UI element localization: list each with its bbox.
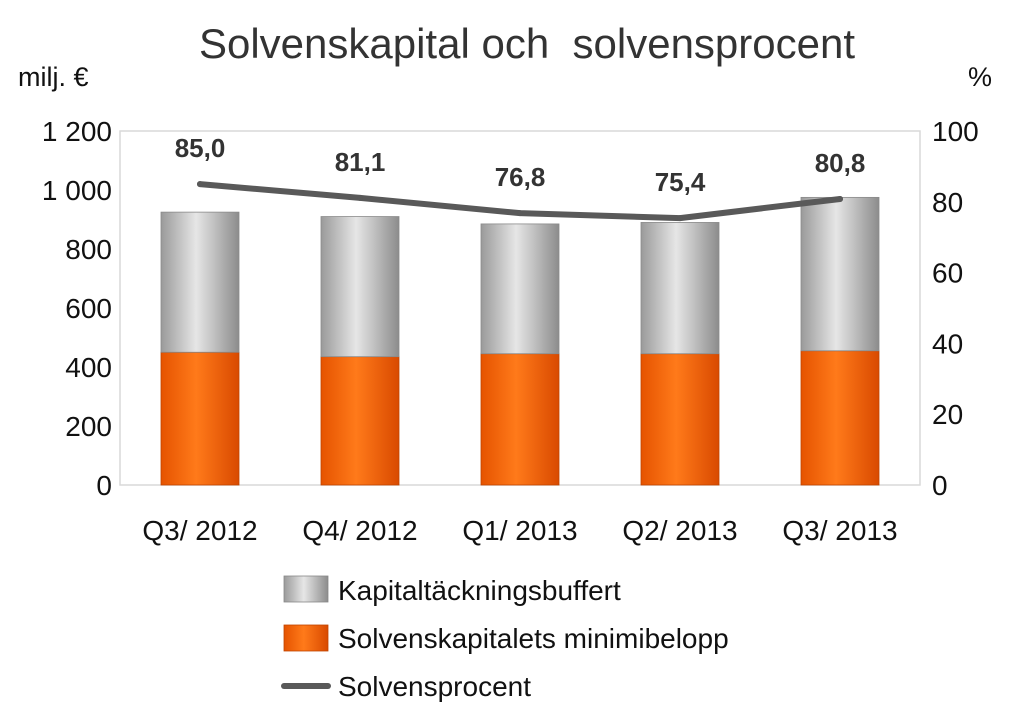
legend-label-minimum: Solvenskapitalets minimibelopp: [338, 623, 729, 654]
legend-item-buffer: Kapitaltäckningsbuffert: [283, 575, 621, 606]
bar-kapitaltackningsbuffert: [800, 196, 880, 352]
y-left-tick-label: 400: [65, 352, 112, 383]
data-label: 76,8: [495, 162, 546, 192]
data-label: 75,4: [655, 167, 706, 197]
data-label: 81,1: [335, 147, 386, 177]
y-left-tick-label: 1 000: [42, 175, 112, 206]
line-series: 85,0 81,1 76,8 75,4 80,8: [175, 133, 866, 222]
bar-kapitaltackningsbuffert: [320, 216, 400, 358]
legend-label-buffer: Kapitaltäckningsbuffert: [338, 575, 621, 606]
line-point: [357, 194, 363, 201]
y-right-tick-label: 80: [932, 187, 963, 218]
legend: Kapitaltäckningsbuffert Solvenskapitalet…: [281, 575, 729, 702]
bar-minimibelopp: [160, 351, 240, 486]
y-left-tick-label: 600: [65, 293, 112, 324]
y-left-ticks: 0 200 400 600 800 1 000 1 200: [42, 116, 112, 501]
y-right-tick-label: 20: [932, 399, 963, 430]
bar-kapitaltackningsbuffert: [480, 223, 560, 355]
x-category-label: Q3/ 2012: [142, 515, 257, 546]
y-left-tick-label: 0: [96, 470, 112, 501]
bars: [160, 196, 880, 486]
x-category-label: Q2/ 2013: [622, 515, 737, 546]
bar-minimibelopp: [320, 356, 400, 486]
category-labels: Q3/ 2012 Q4/ 2012 Q1/ 2013 Q2/ 2013 Q3/ 2013: [142, 515, 897, 546]
line-point: [197, 181, 203, 188]
y-right-tick-label: 40: [932, 328, 963, 359]
bar-minimibelopp: [800, 350, 880, 486]
x-category-label: Q4/ 2012: [302, 515, 417, 546]
legend-item-percent: Solvensprocent: [281, 671, 531, 702]
legend-label-percent: Solvensprocent: [338, 671, 531, 702]
y-left-axis-label: milj. €: [18, 62, 89, 92]
line-point: [837, 195, 843, 202]
data-label: 85,0: [175, 133, 226, 163]
chart-title: Solvenskapital och solvensprocent: [199, 20, 855, 67]
y-left-tick-label: 200: [65, 411, 112, 442]
bar-kapitaltackningsbuffert: [640, 222, 720, 355]
y-right-axis-label: %: [968, 62, 992, 92]
bar-minimibelopp: [640, 353, 720, 486]
y-left-tick-label: 800: [65, 234, 112, 265]
line-point: [517, 210, 523, 217]
bar-minimibelopp: [480, 353, 560, 486]
x-category-label: Q1/ 2013: [462, 515, 577, 546]
legend-swatch-buffer: [283, 575, 329, 603]
line-point: [677, 215, 683, 222]
y-left-tick-label: 1 200: [42, 116, 112, 147]
y-right-ticks: 0 20 40 60 80 100: [932, 116, 979, 501]
y-right-tick-label: 60: [932, 258, 963, 289]
legend-swatch-minimum: [283, 624, 329, 652]
bar-kapitaltackningsbuffert: [160, 211, 240, 353]
data-label: 80,8: [815, 148, 866, 178]
y-right-tick-label: 0: [932, 470, 948, 501]
x-category-label: Q3/ 2013: [782, 515, 897, 546]
y-right-tick-label: 100: [932, 116, 979, 147]
legend-item-minimum: Solvenskapitalets minimibelopp: [283, 623, 729, 654]
